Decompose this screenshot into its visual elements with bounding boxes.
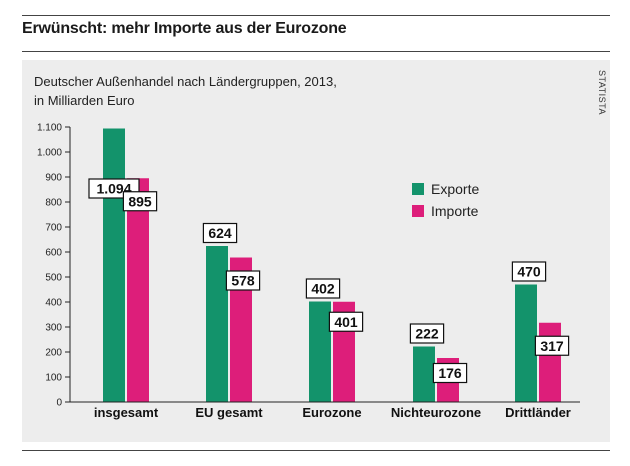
data-label-exporte: 624 bbox=[208, 225, 232, 241]
y-tick-label: 1.000 bbox=[37, 148, 62, 159]
chart-subtitle-line-2: in Milliarden Euro bbox=[34, 93, 135, 108]
x-tick-label: EU gesamt bbox=[195, 405, 263, 420]
data-label-importe-box bbox=[225, 270, 261, 291]
bar-importe bbox=[127, 178, 149, 402]
data-label-exporte: 222 bbox=[415, 326, 439, 342]
legend-label-importe: Importe bbox=[431, 203, 479, 219]
y-tick-label: 500 bbox=[45, 273, 62, 284]
legend-swatch-exporte bbox=[412, 183, 424, 195]
y-tick-label: 300 bbox=[45, 323, 62, 334]
title-rule bbox=[22, 51, 610, 52]
data-label-importe: 578 bbox=[231, 273, 255, 289]
data-label-importe: 176 bbox=[438, 365, 462, 381]
top-rule bbox=[22, 15, 610, 16]
bar-exporte bbox=[515, 284, 537, 402]
chart-subtitle: Deutscher Außenhandel nach Ländergruppen… bbox=[34, 72, 337, 110]
y-tick-label: 600 bbox=[45, 248, 62, 259]
data-label-exporte-box bbox=[409, 323, 445, 344]
bar-importe bbox=[539, 322, 561, 402]
x-tick-label: Drittländer bbox=[505, 405, 571, 420]
data-label-importe-box bbox=[122, 191, 158, 212]
y-tick-label: 100 bbox=[45, 373, 62, 384]
data-label-importe-box bbox=[328, 311, 364, 332]
bar-importe bbox=[230, 257, 252, 402]
data-label-exporte-box bbox=[202, 222, 238, 244]
legend-label-exporte: Exporte bbox=[431, 181, 479, 197]
data-label-importe: 401 bbox=[334, 314, 358, 330]
x-tick-label: Eurozone bbox=[302, 405, 361, 420]
data-label-exporte: 470 bbox=[517, 264, 541, 280]
y-tick-label: 700 bbox=[45, 223, 62, 234]
bar-exporte bbox=[103, 128, 125, 402]
x-tick-label: insgesamt bbox=[94, 405, 159, 420]
data-label-importe: 895 bbox=[128, 193, 152, 209]
bottom-rule bbox=[22, 450, 610, 451]
y-tick-label: 1.100 bbox=[37, 123, 62, 134]
data-label-exporte-box bbox=[511, 261, 547, 282]
y-tick-label: 400 bbox=[45, 298, 62, 309]
chart-subtitle-line-1: Deutscher Außenhandel nach Ländergruppen… bbox=[34, 74, 337, 89]
bar-exporte bbox=[309, 301, 331, 402]
y-tick-label: 900 bbox=[45, 173, 62, 184]
page-title: Erwünscht: mehr Importe aus der Eurozone bbox=[22, 20, 347, 37]
bar-exporte bbox=[206, 246, 228, 402]
data-label-importe-box bbox=[432, 362, 468, 384]
legend-swatch-importe bbox=[412, 205, 424, 217]
y-tick-label: 0 bbox=[56, 398, 62, 409]
x-tick-label: Nichteurozone bbox=[391, 405, 481, 420]
data-label-importe-box bbox=[534, 335, 570, 356]
y-tick-label: 200 bbox=[45, 348, 62, 359]
source-label: STATISTA bbox=[597, 70, 607, 116]
data-label-exporte: 402 bbox=[311, 281, 335, 297]
data-label-exporte-box bbox=[305, 278, 341, 299]
y-tick-label: 800 bbox=[45, 198, 62, 209]
data-label-importe: 317 bbox=[540, 338, 564, 354]
bar-exporte bbox=[413, 346, 435, 402]
